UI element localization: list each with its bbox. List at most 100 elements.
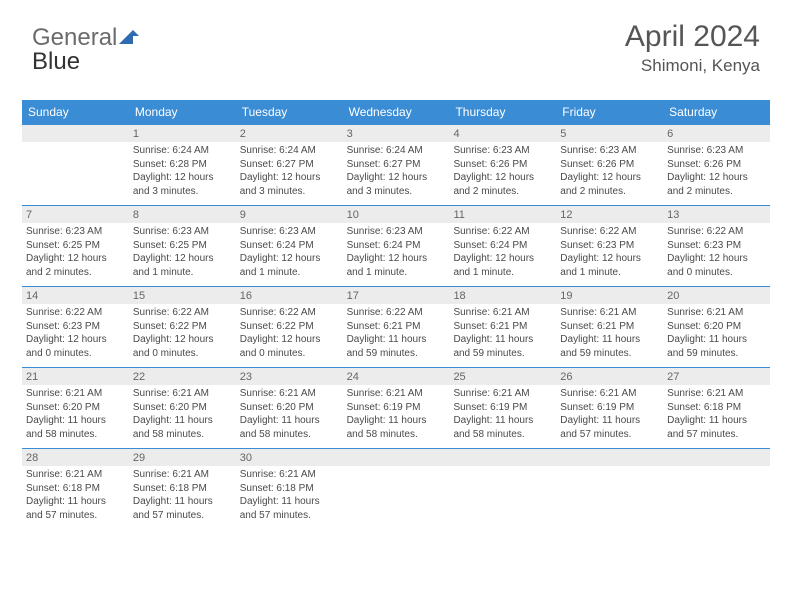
day-body: Sunrise: 6:21 AMSunset: 6:18 PMDaylight:… <box>22 466 129 526</box>
day-cell: 20Sunrise: 6:21 AMSunset: 6:20 PMDayligh… <box>663 287 770 367</box>
day-cell: 19Sunrise: 6:21 AMSunset: 6:21 PMDayligh… <box>556 287 663 367</box>
sunset-text: Sunset: 6:20 PM <box>240 401 339 415</box>
day-cell <box>343 449 450 529</box>
sunset-text: Sunset: 6:19 PM <box>560 401 659 415</box>
dow-row: Sunday Monday Tuesday Wednesday Thursday… <box>22 100 770 124</box>
sunrise-text: Sunrise: 6:24 AM <box>133 144 232 158</box>
day-number: 8 <box>129 206 236 223</box>
sunrise-text: Sunrise: 6:22 AM <box>26 306 125 320</box>
day-cell: 4Sunrise: 6:23 AMSunset: 6:26 PMDaylight… <box>449 125 556 205</box>
day-cell: 7Sunrise: 6:23 AMSunset: 6:25 PMDaylight… <box>22 206 129 286</box>
logo-line2: Blue <box>32 48 80 76</box>
daylight-text: Daylight: 12 hours and 1 minute. <box>240 252 339 279</box>
sunrise-text: Sunrise: 6:22 AM <box>347 306 446 320</box>
sunset-text: Sunset: 6:25 PM <box>26 239 125 253</box>
sunset-text: Sunset: 6:24 PM <box>453 239 552 253</box>
daylight-text: Daylight: 12 hours and 0 minutes. <box>240 333 339 360</box>
day-number <box>449 449 556 466</box>
sunrise-text: Sunrise: 6:23 AM <box>133 225 232 239</box>
dow-wednesday: Wednesday <box>343 100 450 124</box>
month-title: April 2024 <box>625 20 760 54</box>
day-cell: 25Sunrise: 6:21 AMSunset: 6:19 PMDayligh… <box>449 368 556 448</box>
sunrise-text: Sunrise: 6:21 AM <box>453 387 552 401</box>
day-number: 25 <box>449 368 556 385</box>
day-body: Sunrise: 6:21 AMSunset: 6:18 PMDaylight:… <box>129 466 236 526</box>
day-cell: 8Sunrise: 6:23 AMSunset: 6:25 PMDaylight… <box>129 206 236 286</box>
day-body: Sunrise: 6:22 AMSunset: 6:23 PMDaylight:… <box>22 304 129 364</box>
day-cell <box>663 449 770 529</box>
daylight-text: Daylight: 11 hours and 58 minutes. <box>133 414 232 441</box>
day-number: 14 <box>22 287 129 304</box>
daylight-text: Daylight: 11 hours and 57 minutes. <box>240 495 339 522</box>
dow-friday: Friday <box>556 100 663 124</box>
daylight-text: Daylight: 11 hours and 58 minutes. <box>26 414 125 441</box>
day-body: Sunrise: 6:21 AMSunset: 6:19 PMDaylight:… <box>343 385 450 445</box>
sunset-text: Sunset: 6:22 PM <box>240 320 339 334</box>
day-body: Sunrise: 6:21 AMSunset: 6:19 PMDaylight:… <box>556 385 663 445</box>
sunrise-text: Sunrise: 6:23 AM <box>667 144 766 158</box>
day-cell: 13Sunrise: 6:22 AMSunset: 6:23 PMDayligh… <box>663 206 770 286</box>
day-body: Sunrise: 6:24 AMSunset: 6:27 PMDaylight:… <box>236 142 343 202</box>
daylight-text: Daylight: 12 hours and 0 minutes. <box>133 333 232 360</box>
day-cell: 21Sunrise: 6:21 AMSunset: 6:20 PMDayligh… <box>22 368 129 448</box>
daylight-text: Daylight: 11 hours and 59 minutes. <box>347 333 446 360</box>
day-number: 27 <box>663 368 770 385</box>
sunrise-text: Sunrise: 6:23 AM <box>453 144 552 158</box>
week-row: 14Sunrise: 6:22 AMSunset: 6:23 PMDayligh… <box>22 286 770 367</box>
day-cell: 26Sunrise: 6:21 AMSunset: 6:19 PMDayligh… <box>556 368 663 448</box>
day-number <box>556 449 663 466</box>
sunrise-text: Sunrise: 6:21 AM <box>560 387 659 401</box>
daylight-text: Daylight: 12 hours and 2 minutes. <box>560 171 659 198</box>
daylight-text: Daylight: 12 hours and 3 minutes. <box>133 171 232 198</box>
day-cell: 11Sunrise: 6:22 AMSunset: 6:24 PMDayligh… <box>449 206 556 286</box>
daylight-text: Daylight: 12 hours and 0 minutes. <box>26 333 125 360</box>
daylight-text: Daylight: 12 hours and 0 minutes. <box>667 252 766 279</box>
day-cell: 17Sunrise: 6:22 AMSunset: 6:21 PMDayligh… <box>343 287 450 367</box>
sunrise-text: Sunrise: 6:21 AM <box>133 387 232 401</box>
sunrise-text: Sunrise: 6:21 AM <box>667 306 766 320</box>
day-cell: 15Sunrise: 6:22 AMSunset: 6:22 PMDayligh… <box>129 287 236 367</box>
day-number: 24 <box>343 368 450 385</box>
day-number: 21 <box>22 368 129 385</box>
sunrise-text: Sunrise: 6:21 AM <box>560 306 659 320</box>
daylight-text: Daylight: 11 hours and 59 minutes. <box>560 333 659 360</box>
day-body: Sunrise: 6:21 AMSunset: 6:20 PMDaylight:… <box>663 304 770 364</box>
sunrise-text: Sunrise: 6:21 AM <box>133 468 232 482</box>
dow-sunday: Sunday <box>22 100 129 124</box>
week-row: 7Sunrise: 6:23 AMSunset: 6:25 PMDaylight… <box>22 205 770 286</box>
daylight-text: Daylight: 12 hours and 1 minute. <box>453 252 552 279</box>
day-number: 26 <box>556 368 663 385</box>
day-number: 19 <box>556 287 663 304</box>
day-cell: 28Sunrise: 6:21 AMSunset: 6:18 PMDayligh… <box>22 449 129 529</box>
day-body: Sunrise: 6:21 AMSunset: 6:20 PMDaylight:… <box>236 385 343 445</box>
day-number <box>663 449 770 466</box>
daylight-text: Daylight: 11 hours and 57 minutes. <box>26 495 125 522</box>
day-body: Sunrise: 6:21 AMSunset: 6:20 PMDaylight:… <box>22 385 129 445</box>
sunrise-text: Sunrise: 6:23 AM <box>240 225 339 239</box>
sunset-text: Sunset: 6:19 PM <box>453 401 552 415</box>
day-body: Sunrise: 6:21 AMSunset: 6:21 PMDaylight:… <box>449 304 556 364</box>
day-number: 15 <box>129 287 236 304</box>
daylight-text: Daylight: 11 hours and 58 minutes. <box>347 414 446 441</box>
sunset-text: Sunset: 6:19 PM <box>347 401 446 415</box>
day-number: 9 <box>236 206 343 223</box>
daylight-text: Daylight: 12 hours and 3 minutes. <box>347 171 446 198</box>
daylight-text: Daylight: 12 hours and 2 minutes. <box>667 171 766 198</box>
sunset-text: Sunset: 6:22 PM <box>133 320 232 334</box>
sunrise-text: Sunrise: 6:21 AM <box>453 306 552 320</box>
day-body: Sunrise: 6:23 AMSunset: 6:26 PMDaylight:… <box>663 142 770 202</box>
day-body: Sunrise: 6:22 AMSunset: 6:21 PMDaylight:… <box>343 304 450 364</box>
day-number: 10 <box>343 206 450 223</box>
header-right: April 2024 Shimoni, Kenya <box>625 20 760 76</box>
day-body: Sunrise: 6:22 AMSunset: 6:22 PMDaylight:… <box>236 304 343 364</box>
day-number: 2 <box>236 125 343 142</box>
daylight-text: Daylight: 12 hours and 2 minutes. <box>26 252 125 279</box>
day-body: Sunrise: 6:21 AMSunset: 6:21 PMDaylight:… <box>556 304 663 364</box>
day-cell <box>556 449 663 529</box>
sunrise-text: Sunrise: 6:23 AM <box>560 144 659 158</box>
daylight-text: Daylight: 12 hours and 1 minute. <box>133 252 232 279</box>
day-cell: 30Sunrise: 6:21 AMSunset: 6:18 PMDayligh… <box>236 449 343 529</box>
day-number: 12 <box>556 206 663 223</box>
sunrise-text: Sunrise: 6:22 AM <box>667 225 766 239</box>
day-cell: 9Sunrise: 6:23 AMSunset: 6:24 PMDaylight… <box>236 206 343 286</box>
